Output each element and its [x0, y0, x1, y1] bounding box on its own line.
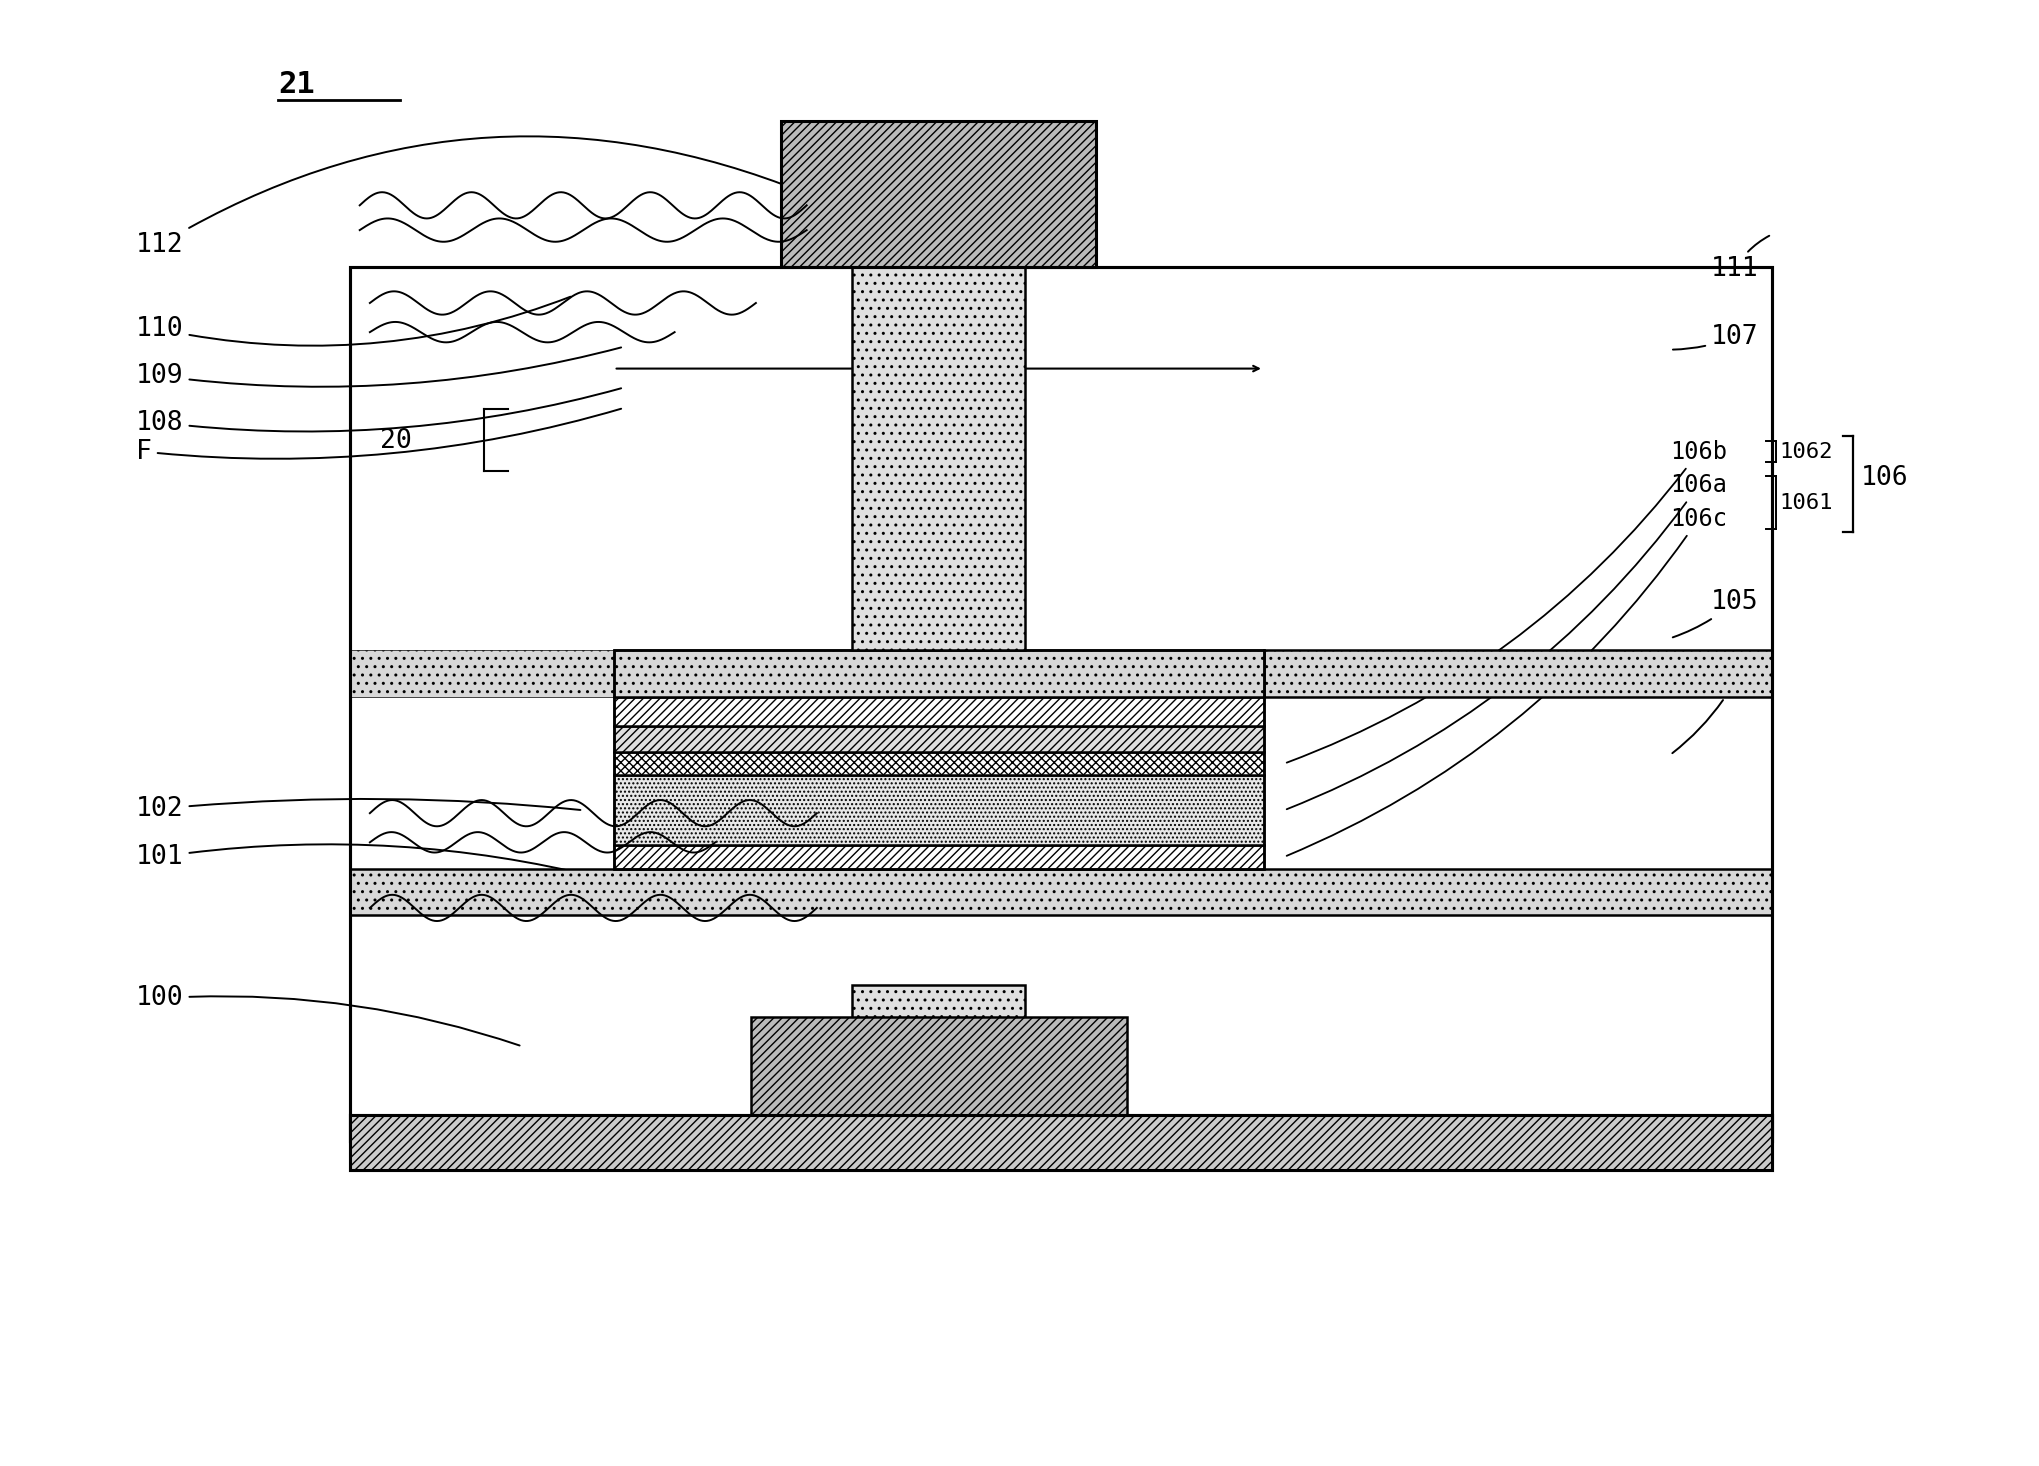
Text: 21: 21: [277, 70, 316, 98]
Text: 112: 112: [137, 136, 803, 258]
Bar: [349, 1116, 1770, 1170]
Text: 105: 105: [1672, 589, 1758, 638]
Bar: [614, 752, 1264, 776]
Text: 106b: 106b: [1287, 440, 1727, 762]
Text: 110: 110: [137, 296, 571, 346]
Bar: [614, 726, 1264, 752]
Text: S2: S2: [1264, 661, 1295, 688]
Bar: [614, 696, 1264, 726]
Text: 101: 101: [137, 844, 602, 878]
Text: 106c: 106c: [1287, 507, 1727, 856]
Bar: [349, 649, 614, 696]
Text: 111: 111: [1711, 236, 1768, 283]
Text: 20: 20: [379, 428, 412, 454]
Bar: [1024, 696, 1264, 868]
Bar: [852, 985, 1024, 1095]
Bar: [614, 649, 1264, 696]
Bar: [614, 696, 852, 868]
Text: 108: 108: [137, 388, 620, 435]
Text: 102: 102: [137, 796, 581, 822]
Text: 104: 104: [1672, 668, 1758, 754]
Text: 1062: 1062: [1778, 441, 1833, 462]
Text: 106a: 106a: [1287, 474, 1727, 809]
Bar: [750, 1017, 1126, 1141]
Bar: [781, 120, 1095, 267]
Bar: [349, 267, 1770, 1141]
Text: F: F: [137, 409, 620, 465]
Text: S1: S1: [862, 345, 893, 369]
Bar: [1264, 649, 1770, 696]
Bar: [349, 1116, 1770, 1170]
Bar: [614, 846, 1264, 868]
Text: 1061: 1061: [1778, 493, 1833, 513]
Bar: [349, 267, 1770, 1141]
Bar: [852, 267, 1024, 649]
Text: 109: 109: [137, 347, 620, 388]
Bar: [614, 776, 1264, 846]
Text: D: D: [765, 844, 779, 869]
Text: 107: 107: [1672, 324, 1758, 349]
Bar: [349, 868, 1770, 915]
Text: 100: 100: [137, 985, 520, 1045]
Bar: [614, 649, 1264, 868]
Text: 106: 106: [1860, 465, 1909, 491]
